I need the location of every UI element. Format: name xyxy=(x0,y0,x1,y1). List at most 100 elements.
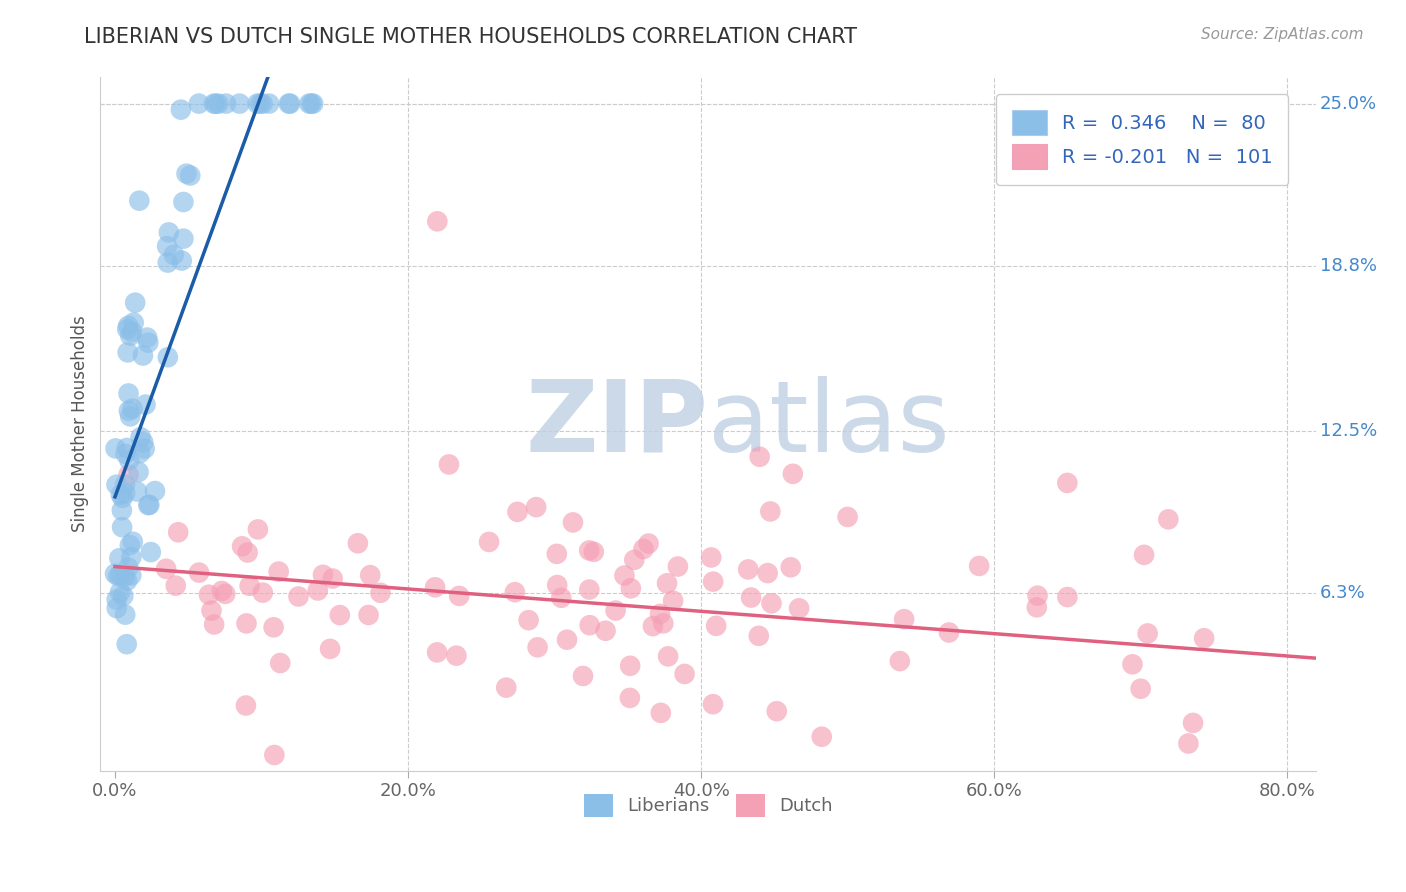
Point xyxy=(156,255,179,269)
Point xyxy=(347,536,370,550)
Point xyxy=(478,535,501,549)
Point xyxy=(938,625,960,640)
Point xyxy=(129,430,152,444)
Point xyxy=(562,516,585,530)
Point xyxy=(1182,715,1205,730)
Point xyxy=(121,534,143,549)
Point xyxy=(165,579,187,593)
Point xyxy=(641,619,664,633)
Point xyxy=(1192,632,1215,646)
Point xyxy=(105,477,128,491)
Point xyxy=(111,520,134,534)
Point xyxy=(124,295,146,310)
Point xyxy=(202,96,225,111)
Point xyxy=(702,574,724,589)
Point xyxy=(263,747,285,762)
Point xyxy=(657,649,679,664)
Point xyxy=(619,690,641,705)
Point xyxy=(156,351,179,365)
Point xyxy=(759,504,782,518)
Point xyxy=(357,607,380,622)
Point xyxy=(110,568,132,582)
Point xyxy=(134,442,156,456)
Point xyxy=(517,613,540,627)
Point xyxy=(115,322,138,336)
Point xyxy=(1056,475,1078,490)
Point xyxy=(623,553,645,567)
Point xyxy=(117,318,139,333)
Point xyxy=(278,96,301,111)
Point xyxy=(172,232,194,246)
Point xyxy=(187,96,209,111)
Point xyxy=(132,349,155,363)
Point xyxy=(211,584,233,599)
Point xyxy=(114,569,136,583)
Point xyxy=(737,562,759,576)
Point xyxy=(269,656,291,670)
Point xyxy=(122,316,145,330)
Point xyxy=(550,591,572,605)
Point xyxy=(652,616,675,631)
Point xyxy=(114,486,136,500)
Point xyxy=(132,435,155,450)
Point xyxy=(167,525,190,540)
Point xyxy=(188,566,211,580)
Point xyxy=(605,603,627,617)
Point xyxy=(207,96,229,111)
Point xyxy=(215,96,238,111)
Point xyxy=(108,585,131,599)
Point xyxy=(578,582,600,597)
Point xyxy=(702,697,724,711)
Point xyxy=(650,706,672,720)
Point xyxy=(117,345,139,359)
Text: 12.5%: 12.5% xyxy=(1320,422,1378,440)
Point xyxy=(633,541,655,556)
Text: atlas: atlas xyxy=(709,376,950,473)
Point xyxy=(298,96,321,111)
Point xyxy=(120,328,142,343)
Point xyxy=(107,569,129,583)
Point xyxy=(287,590,309,604)
Point xyxy=(546,578,568,592)
Point xyxy=(704,619,727,633)
Point xyxy=(104,442,127,456)
Point xyxy=(637,536,659,550)
Point xyxy=(117,560,139,574)
Point xyxy=(312,567,335,582)
Point xyxy=(252,585,274,599)
Point xyxy=(299,96,322,111)
Y-axis label: Single Mother Households: Single Mother Households xyxy=(72,316,89,533)
Point xyxy=(157,226,180,240)
Point xyxy=(198,588,221,602)
Point xyxy=(231,539,253,553)
Point xyxy=(257,96,280,111)
Point xyxy=(115,637,138,651)
Text: 25.0%: 25.0% xyxy=(1320,95,1378,112)
Point xyxy=(111,491,134,505)
Point xyxy=(810,730,832,744)
Point xyxy=(779,560,801,574)
Point xyxy=(138,498,160,512)
Point xyxy=(546,547,568,561)
Point xyxy=(620,582,643,596)
Point xyxy=(322,572,344,586)
Point xyxy=(111,503,134,517)
Point xyxy=(249,96,271,111)
Point xyxy=(595,624,617,638)
Point xyxy=(170,103,193,117)
Point xyxy=(117,386,139,401)
Point xyxy=(893,612,915,626)
Point xyxy=(619,658,641,673)
Point xyxy=(163,248,186,262)
Point xyxy=(329,608,352,623)
Point xyxy=(110,487,132,501)
Point xyxy=(114,477,136,491)
Point xyxy=(648,607,671,621)
Point xyxy=(582,545,605,559)
Point xyxy=(662,594,685,608)
Point xyxy=(359,568,381,582)
Point xyxy=(139,545,162,559)
Point xyxy=(105,592,128,607)
Point xyxy=(104,566,127,581)
Point xyxy=(120,550,142,565)
